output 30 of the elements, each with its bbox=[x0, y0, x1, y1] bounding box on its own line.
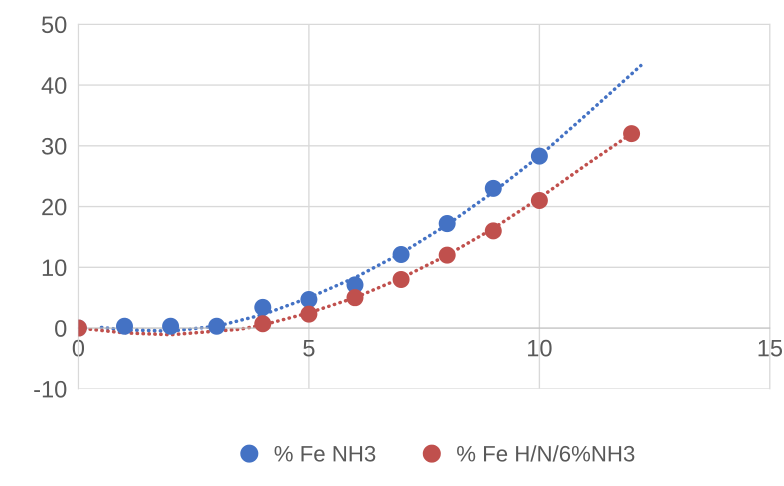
point bbox=[162, 318, 180, 335]
point bbox=[392, 270, 410, 288]
point bbox=[300, 290, 318, 308]
y-tick-label: 30 bbox=[42, 138, 66, 155]
point bbox=[116, 318, 134, 335]
y-tick-label: 50 bbox=[42, 16, 66, 34]
y-tick-label: -10 bbox=[34, 380, 66, 398]
point bbox=[208, 318, 226, 335]
point bbox=[254, 298, 272, 316]
point bbox=[438, 246, 456, 264]
point bbox=[530, 148, 548, 165]
legend-label: % Fe NH3 bbox=[274, 446, 376, 462]
point bbox=[300, 306, 318, 323]
y-tick-label: 0 bbox=[55, 320, 66, 337]
point bbox=[484, 180, 502, 197]
legend-label: % Fe H/N/6%NH3 bbox=[457, 445, 634, 462]
y-tick-label: 10 bbox=[42, 259, 66, 276]
x-tick-label: 5 bbox=[303, 340, 314, 357]
y-tick-label: 40 bbox=[42, 77, 66, 94]
point bbox=[346, 289, 364, 306]
y-tick-label: 20 bbox=[42, 198, 66, 216]
point bbox=[623, 125, 640, 142]
point bbox=[530, 192, 548, 209]
point bbox=[484, 222, 502, 240]
x-tick-label: 15 bbox=[758, 340, 782, 357]
point bbox=[254, 315, 272, 332]
point bbox=[438, 215, 456, 232]
x-tick-label: 0 bbox=[72, 340, 84, 357]
point bbox=[392, 246, 410, 264]
x-tick-label: 10 bbox=[528, 340, 552, 357]
